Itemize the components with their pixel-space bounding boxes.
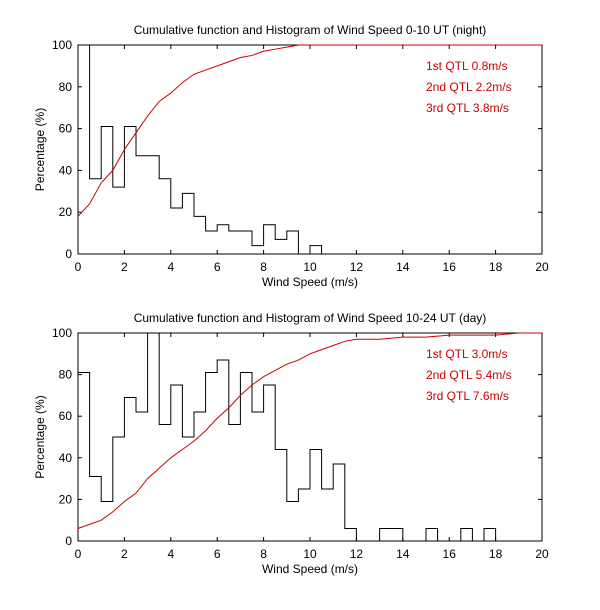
y-axis-label: Percentage (%): [33, 395, 47, 478]
y-tick-label: 20: [59, 492, 73, 506]
x-tick-label: 8: [260, 547, 267, 561]
quartile-annotation: 3rd QTL 7.6m/s: [426, 389, 509, 403]
x-tick-label: 12: [350, 547, 364, 561]
quartile-annotation: 1st QTL 3.0m/s: [426, 347, 508, 361]
x-tick-label: 16: [443, 547, 457, 561]
chart-title: Cumulative function and Histogram of Win…: [134, 311, 487, 325]
x-tick-label: 18: [489, 260, 503, 274]
quartile-annotation: 3rd QTL 3.8m/s: [426, 101, 509, 115]
y-tick-label: 20: [59, 205, 73, 219]
x-tick-label: 18: [489, 547, 503, 561]
x-tick-label: 16: [443, 260, 457, 274]
x-tick-label: 14: [396, 547, 410, 561]
chart-title: Cumulative function and Histogram of Win…: [134, 23, 487, 37]
plot-area: [77, 44, 543, 255]
y-tick-label: 40: [59, 451, 73, 465]
y-tick-label: 60: [59, 409, 73, 423]
quartile-annotation: 2nd QTL 5.4m/s: [426, 368, 512, 382]
x-tick-label: 8: [260, 260, 267, 274]
chart-panel-2: Cumulative function and Histogram of Win…: [33, 311, 549, 576]
x-tick-label: 2: [121, 547, 128, 561]
x-tick-label: 6: [214, 260, 221, 274]
x-axis-label: Wind Speed (m/s): [262, 275, 358, 289]
y-tick-label: 80: [59, 80, 73, 94]
y-tick-label: 80: [59, 368, 73, 382]
y-axis-label: Percentage (%): [33, 108, 47, 191]
quartile-annotation: 1st QTL 0.8m/s: [426, 59, 508, 73]
y-tick-label: 40: [59, 163, 73, 177]
x-tick-label: 10: [303, 260, 317, 274]
y-tick-label: 100: [52, 38, 72, 52]
plot-area: [77, 332, 543, 542]
chart-panel-1: Cumulative function and Histogram of Win…: [33, 23, 549, 289]
x-tick-label: 6: [214, 547, 221, 561]
x-tick-label: 0: [75, 547, 82, 561]
histogram-series: [77, 332, 542, 542]
histogram-series: [77, 44, 334, 255]
quartile-annotation: 2nd QTL 2.2m/s: [426, 80, 512, 94]
x-tick-label: 20: [535, 260, 549, 274]
y-tick-label: 60: [59, 122, 73, 136]
x-tick-label: 0: [75, 260, 82, 274]
x-tick-label: 4: [167, 260, 174, 274]
x-axis-label: Wind Speed (m/s): [262, 562, 358, 576]
cumulative-series: [77, 44, 542, 217]
y-tick-label: 0: [65, 247, 72, 261]
cumulative-series: [77, 332, 542, 529]
x-tick-label: 2: [121, 260, 128, 274]
x-tick-label: 4: [167, 547, 174, 561]
x-tick-label: 12: [350, 260, 364, 274]
x-tick-label: 20: [535, 547, 549, 561]
y-tick-label: 0: [65, 534, 72, 548]
y-tick-label: 100: [52, 326, 72, 340]
x-tick-label: 10: [303, 547, 317, 561]
x-tick-label: 14: [396, 260, 410, 274]
